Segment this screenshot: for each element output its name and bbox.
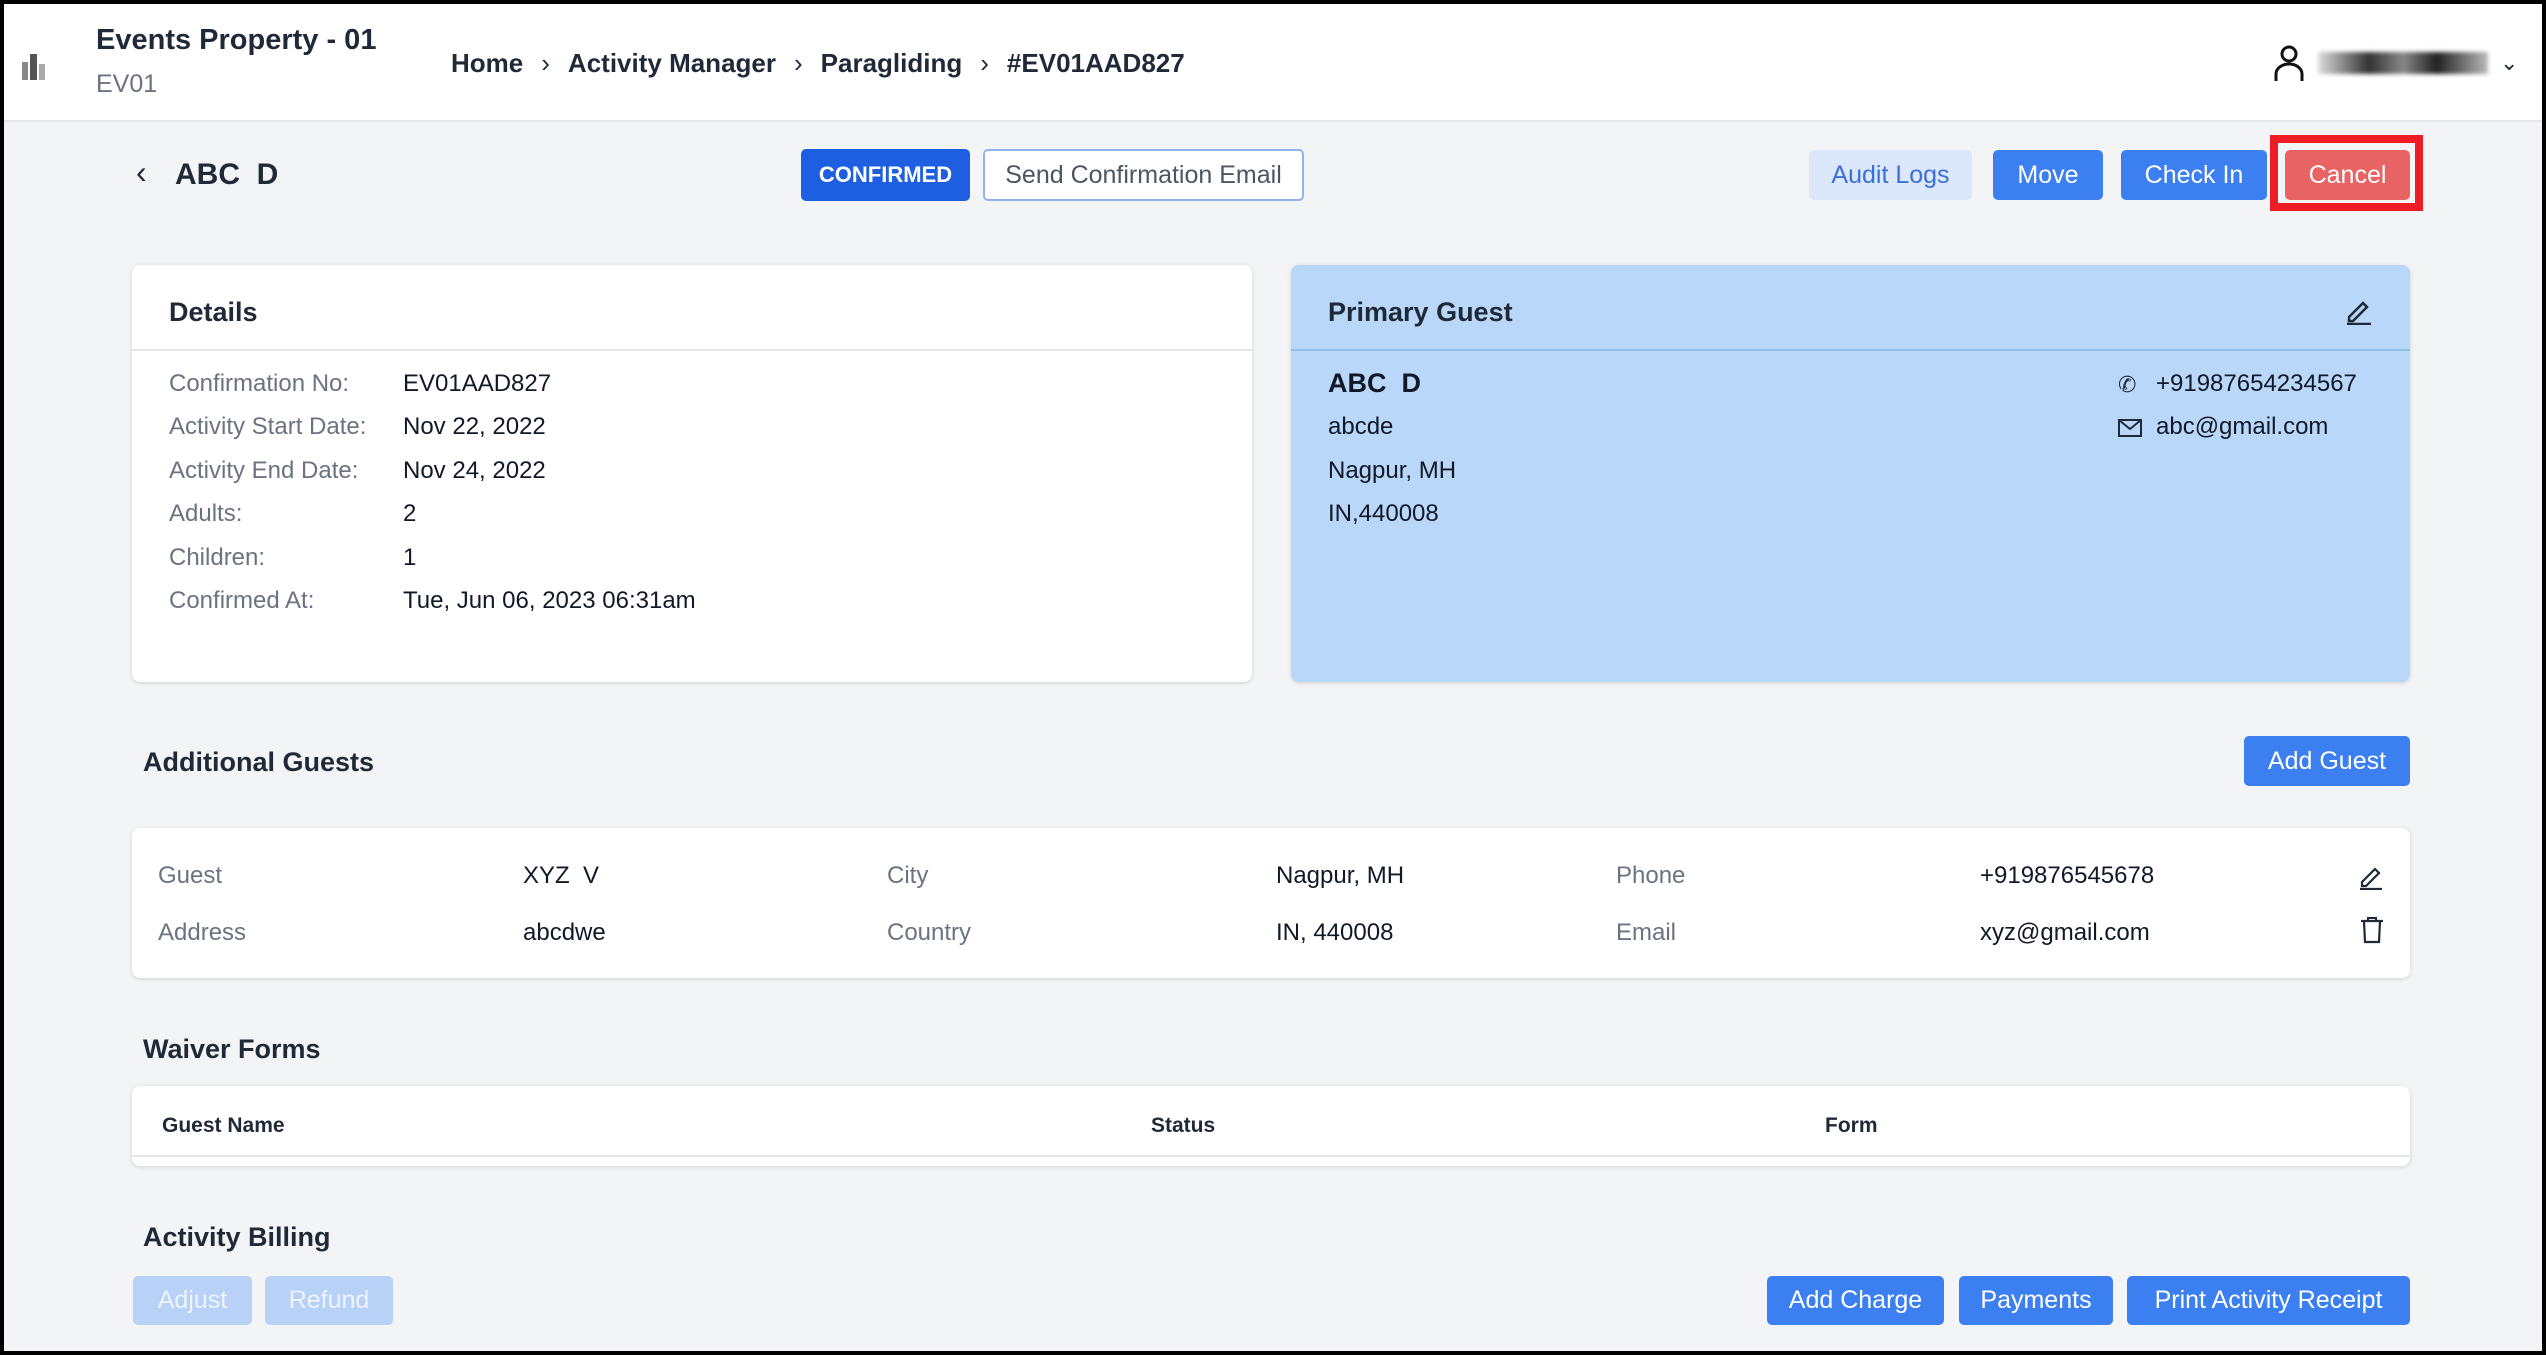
chevron-right-icon: › [794,48,803,78]
confirmation-no-value: EV01AAD827 [403,370,552,397]
guest-name: XYZ V [523,862,600,889]
guest-city: Nagpur, MH [1276,862,1405,889]
breadcrumb-reservation: #EV01AAD827 [1006,48,1185,78]
chevron-right-icon: › [980,48,989,78]
property-name: Events Property - 01 [96,24,377,56]
trash-icon[interactable] [2360,916,2384,944]
primary-guest-title: Primary Guest [1328,297,1513,327]
adults-label: Adults: [169,500,243,527]
primary-guest-address2: Nagpur, MH [1328,457,1457,484]
additional-guest-card: Guest XYZ V City Nagpur, MH Phone +91987… [132,828,2410,978]
column-header-guest-name: Guest Name [162,1114,285,1137]
details-title: Details [169,297,258,327]
primary-guest-address3: IN,440008 [1328,500,1439,527]
column-header-form: Form [1825,1114,1878,1137]
children-label: Children: [169,544,266,571]
guest-title: ABC D [175,158,279,191]
breadcrumb-activity-manager[interactable]: Activity Manager [567,48,776,78]
cancel-button[interactable]: Cancel [2285,150,2410,200]
breadcrumb: Home › Activity Manager › Paragliding › … [451,48,1185,79]
guest-address: abcdwe [523,919,606,946]
check-in-button[interactable]: Check In [2121,150,2267,200]
edit-pencil-icon[interactable] [2358,864,2384,890]
divider [132,349,1252,351]
primary-guest-phone: +91987654234567 [2156,370,2357,397]
additional-guests-title: Additional Guests [143,747,375,777]
guest-label: Guest [158,862,223,889]
primary-guest-name: ABC D [1328,368,1421,398]
end-date-value: Nov 24, 2022 [403,457,546,484]
activity-billing-title: Activity Billing [143,1222,331,1252]
email-label: Email [1616,919,1677,946]
primary-guest-address1: abcde [1328,413,1394,440]
guest-email: xyz@gmail.com [1980,919,2150,946]
breadcrumb-home[interactable]: Home [451,48,524,78]
column-header-status: Status [1151,1114,1216,1137]
guest-country: IN, 440008 [1276,919,1394,946]
start-date-label: Activity Start Date: [169,413,367,440]
waiver-forms-title: Waiver Forms [143,1034,321,1064]
print-activity-receipt-button[interactable]: Print Activity Receipt [2127,1276,2410,1325]
confirmed-at-value: Tue, Jun 06, 2023 06:31am [403,587,696,614]
divider [132,1155,2410,1157]
add-charge-button[interactable]: Add Charge [1767,1276,1944,1325]
primary-guest-email: abc@gmail.com [2156,413,2329,440]
user-name-redacted [2318,52,2488,74]
confirmation-no-label: Confirmation No: [169,370,350,397]
refund-button[interactable]: Refund [265,1276,393,1325]
user-menu[interactable]: ⌄ [2272,44,2518,82]
guest-phone: +919876545678 [1980,862,2155,889]
children-value: 1 [403,544,417,571]
move-button[interactable]: Move [1993,150,2103,200]
city-label: City [887,862,929,889]
address-label: Address [158,919,247,946]
end-date-label: Activity End Date: [169,457,359,484]
user-icon [2272,44,2306,82]
back-chevron-icon[interactable]: ‹ [136,154,147,190]
payments-button[interactable]: Payments [1959,1276,2113,1325]
property-code: EV01 [96,70,158,98]
phone-label: Phone [1616,862,1686,889]
send-confirmation-email-button[interactable]: Send Confirmation Email [983,149,1304,201]
edit-pencil-icon[interactable] [2345,297,2373,325]
divider [1291,349,2410,351]
breadcrumb-paragliding[interactable]: Paragliding [820,48,963,78]
start-date-value: Nov 22, 2022 [403,413,546,440]
mail-icon [2118,419,2142,437]
chevron-down-icon: ⌄ [2500,50,2519,75]
property-logo-icon [20,50,46,80]
audit-logs-button[interactable]: Audit Logs [1809,150,1972,200]
top-header: Events Property - 01 EV01 Home › Activit… [4,4,2542,122]
country-label: Country [887,919,972,946]
app-window: Events Property - 01 EV01 Home › Activit… [4,4,2542,1351]
phone-icon: ✆ [2118,372,2137,397]
add-guest-button[interactable]: Add Guest [2244,736,2410,786]
details-card: Details Confirmation No: EV01AAD827 Acti… [132,265,1252,682]
adults-value: 2 [403,500,417,527]
chevron-right-icon: › [541,48,550,78]
highlight-box [2270,135,2423,211]
status-badge: CONFIRMED [801,149,970,201]
waiver-forms-table: Guest Name Status Form [132,1086,2410,1166]
adjust-button[interactable]: Adjust [133,1276,252,1325]
confirmed-at-label: Confirmed At: [169,587,315,614]
primary-guest-card: Primary Guest ABC D abcde Nagpur, MH IN,… [1291,265,2410,682]
